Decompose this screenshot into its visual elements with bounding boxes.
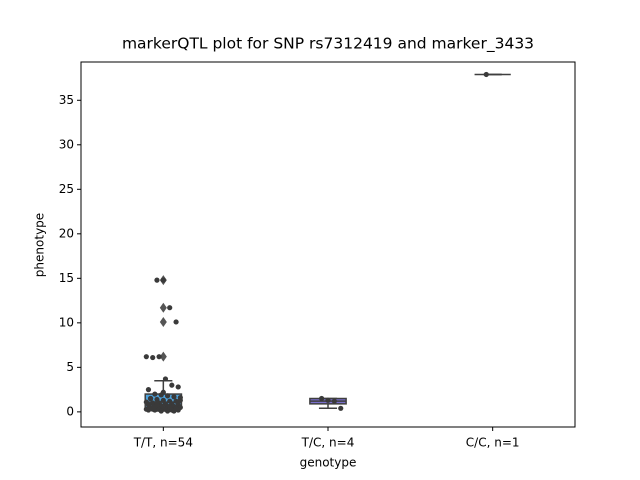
point <box>171 394 177 400</box>
point <box>177 397 183 403</box>
point <box>143 354 149 360</box>
point <box>162 376 169 382</box>
point <box>319 395 325 402</box>
x-tick-label: C/C, n=1 <box>466 436 520 450</box>
x-tick-label: T/C, n=4 <box>301 436 355 450</box>
point <box>175 407 181 413</box>
y-tick-label: 5 <box>66 360 74 374</box>
point <box>169 382 175 388</box>
point <box>331 398 337 404</box>
y-tick-label: 25 <box>59 182 74 196</box>
point <box>338 405 344 411</box>
point <box>483 71 489 78</box>
plot-frame <box>80 61 576 428</box>
point <box>164 393 171 399</box>
point <box>152 407 158 413</box>
y-tick-label: 10 <box>59 315 74 329</box>
y-tick-label: 20 <box>59 226 74 240</box>
point <box>167 305 173 311</box>
point <box>164 408 171 414</box>
point <box>145 407 152 413</box>
point <box>145 387 152 393</box>
y-axis-label: phenotype <box>33 213 47 277</box>
outlier <box>159 302 167 313</box>
point <box>325 397 331 403</box>
point <box>158 408 164 414</box>
point <box>160 389 166 395</box>
point <box>150 354 156 361</box>
x-tick-label: T/T, n=54 <box>133 436 193 450</box>
point <box>173 319 179 325</box>
point <box>154 401 160 407</box>
y-tick-label: 30 <box>59 137 74 151</box>
outlier <box>159 316 167 327</box>
point <box>171 408 177 414</box>
chart-title: markerQTL plot for SNP rs7312419 and mar… <box>122 35 534 54</box>
point <box>156 354 162 360</box>
x-axis-label: genotype <box>300 456 357 470</box>
point <box>175 384 181 390</box>
point <box>147 395 154 402</box>
point <box>160 277 166 283</box>
point <box>167 403 173 410</box>
y-tick-label: 0 <box>66 404 74 418</box>
y-tick-label: 15 <box>59 271 74 285</box>
outlier <box>159 351 167 362</box>
point <box>154 277 160 283</box>
y-tick-label: 35 <box>59 93 74 107</box>
point <box>152 391 158 397</box>
